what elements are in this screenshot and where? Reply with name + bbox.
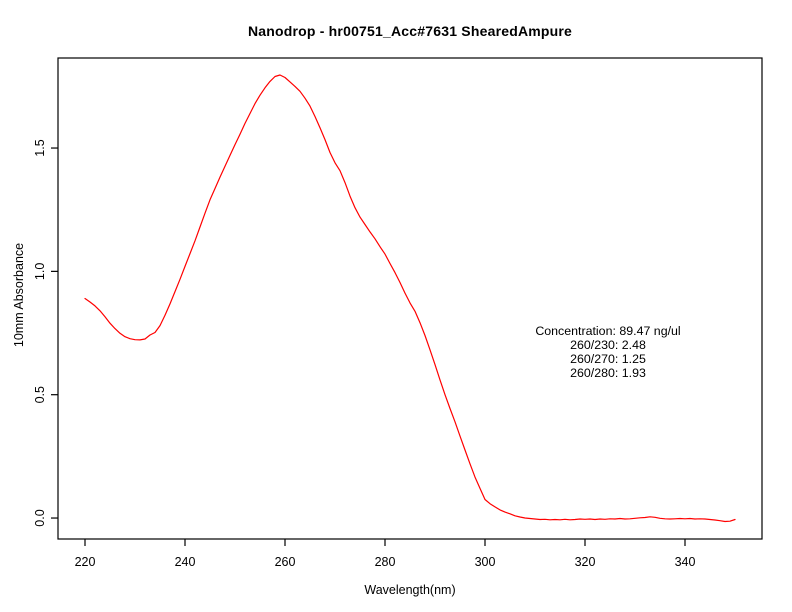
stats-annotation: Concentration: 89.47 ng/ul 260/230: 2.48…	[535, 324, 680, 380]
x-tick-label: 280	[375, 555, 396, 569]
stat-concentration: Concentration: 89.47 ng/ul	[535, 324, 681, 338]
stat-ratio-260-280: 260/280: 1.93	[570, 366, 646, 380]
stat-ratio-260-270: 260/270: 1.25	[570, 352, 646, 366]
x-tick-label: 220	[75, 555, 96, 569]
x-tick-label: 240	[175, 555, 196, 569]
plot-box	[57, 57, 763, 540]
y-tick-label: 1.5	[33, 139, 47, 156]
absorbance-curve	[84, 74, 736, 523]
y-tick-label: 0.5	[33, 386, 47, 403]
y-tick-label: 0.0	[33, 509, 47, 526]
x-tick-label: 340	[675, 555, 696, 569]
stat-ratio-260-230: 260/230: 2.48	[570, 338, 646, 352]
y-axis-label: 10mm Absorbance	[12, 242, 26, 348]
x-axis-label: Wavelength(nm)	[364, 583, 456, 597]
x-tick-label: 260	[275, 555, 296, 569]
chart-title: Nanodrop - hr00751_Acc#7631 ShearedAmpur…	[247, 23, 573, 39]
x-tick-label: 320	[575, 555, 596, 569]
x-tick-label: 300	[475, 555, 496, 569]
y-tick-label: 1.0	[33, 263, 47, 280]
